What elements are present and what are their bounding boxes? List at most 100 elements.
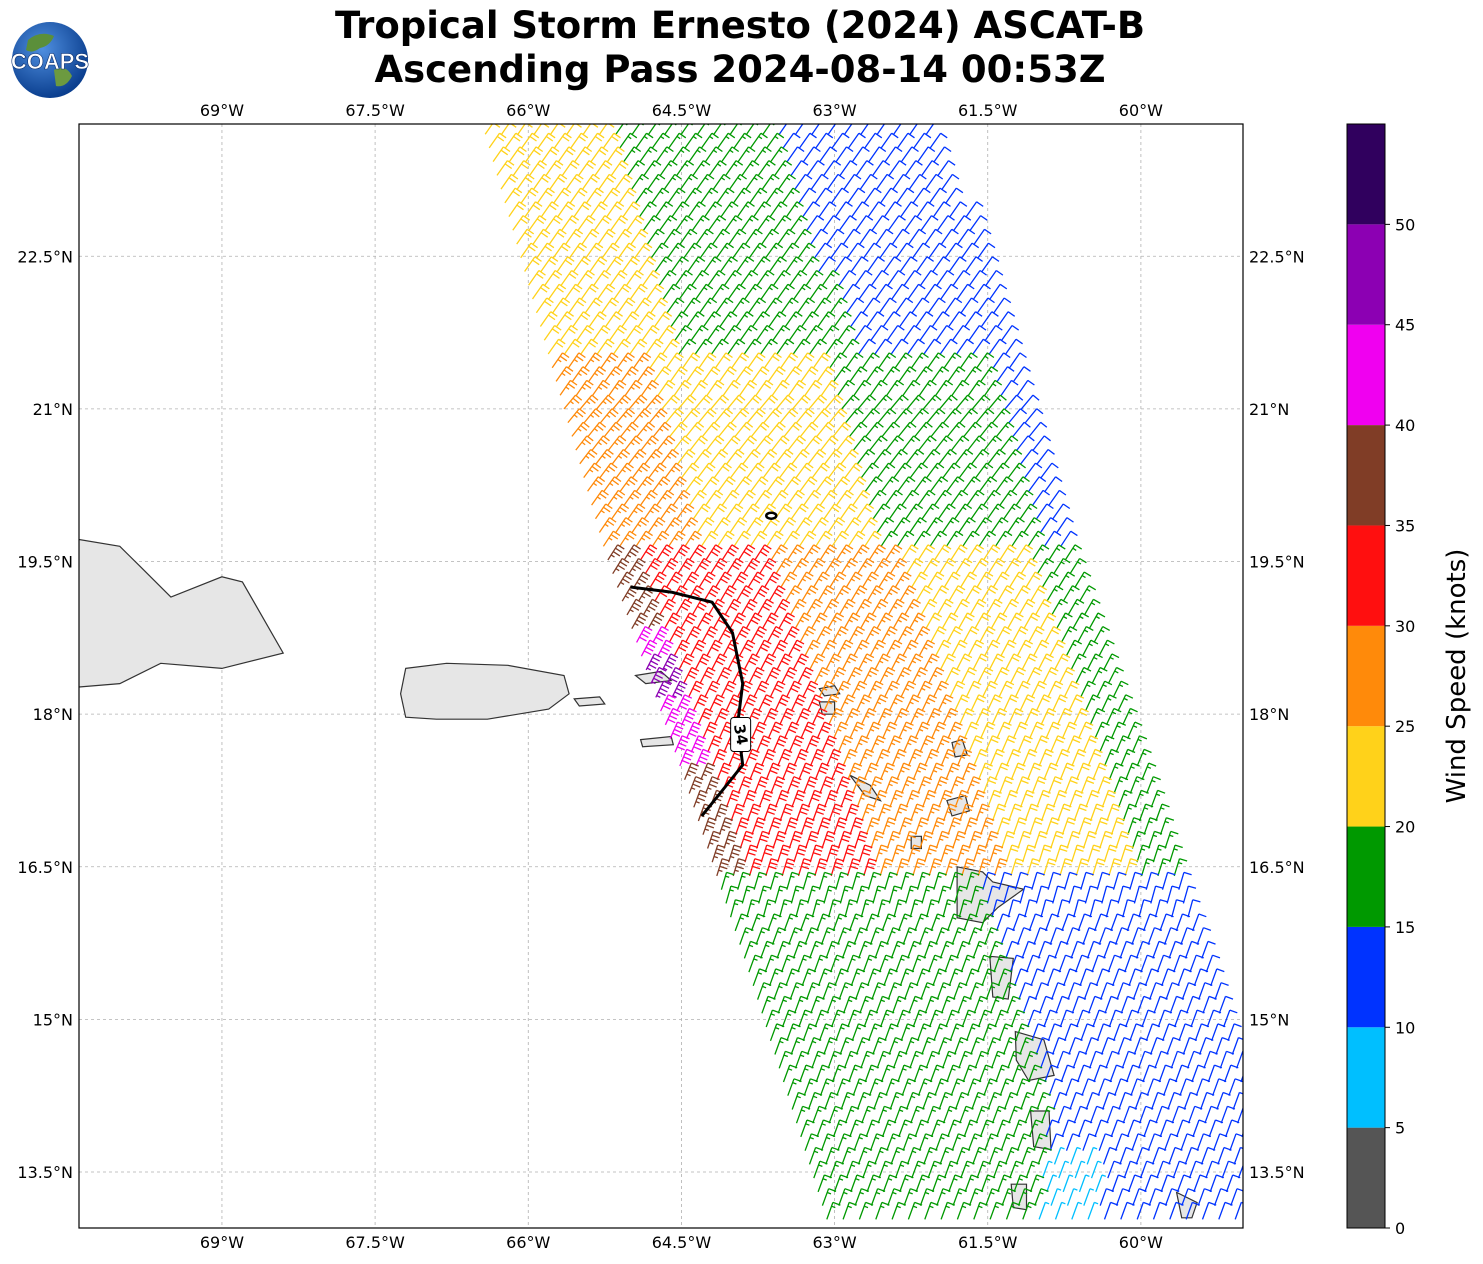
- wind-barb: [692, 503, 711, 520]
- wind-barb: [924, 228, 943, 245]
- wind-barb: [552, 297, 571, 314]
- wind-barb: [814, 858, 828, 877]
- wind-barb: [817, 1174, 833, 1193]
- wind-barb: [925, 1050, 941, 1069]
- wind-barb: [944, 858, 959, 877]
- wind-barb: [783, 421, 803, 437]
- wind-barb: [675, 215, 694, 231]
- wind-barb: [1157, 1009, 1173, 1028]
- wind-barb: [892, 517, 911, 533]
- wind-barb: [1031, 680, 1047, 698]
- wind-barb: [1173, 1009, 1189, 1028]
- wind-barb: [959, 571, 978, 588]
- wind-barb: [1046, 968, 1062, 987]
- wind-barb: [567, 408, 586, 424]
- wind-barb: [616, 408, 636, 424]
- wind-barb: [886, 1133, 901, 1151]
- wind-barb: [955, 1146, 971, 1165]
- wind-barb: [532, 228, 551, 245]
- wind-barb: [1025, 1160, 1041, 1179]
- wind-barb: [898, 366, 917, 382]
- wind-barb: [940, 283, 959, 300]
- wind-barb: [847, 530, 866, 547]
- wind-barb: [1042, 954, 1057, 973]
- wind-barb: [901, 489, 920, 506]
- wind-barb: [788, 830, 803, 849]
- st-martin-island: [818, 701, 836, 715]
- wind-barb: [1156, 1160, 1171, 1179]
- wind-barb: [802, 776, 818, 794]
- wind-barb: [540, 201, 559, 217]
- wind-barb: [848, 626, 865, 643]
- wind-barb: [567, 352, 586, 369]
- wind-barb: [803, 1078, 819, 1096]
- wind-barb: [877, 803, 892, 822]
- wind-barb: [917, 146, 936, 162]
- wind-barb: [993, 858, 1008, 877]
- wind-barb: [944, 297, 963, 314]
- wind-barb: [551, 352, 570, 369]
- wind-barb: [993, 954, 1008, 973]
- wind-barb: [960, 666, 977, 684]
- wind-barb: [900, 871, 915, 890]
- wind-barb: [697, 462, 716, 478]
- wind-barb: [1158, 1064, 1174, 1083]
- wind-barb: [696, 173, 715, 190]
- wind-barb: [799, 476, 818, 492]
- wind-barb: [762, 124, 780, 135]
- wind-barb: [941, 173, 960, 190]
- wind-barb: [896, 1009, 911, 1028]
- wind-barb: [737, 776, 753, 794]
- wind-barb: [926, 408, 946, 424]
- wind-barb: [1199, 1091, 1215, 1110]
- wind-barb: [984, 324, 1003, 341]
- wind-barb: [884, 776, 900, 794]
- wind-barb: [1016, 435, 1035, 451]
- axis-tick-labels: 69°W69°W67.5°W67.5°W66°W66°W64.5°W64.5°W…: [17, 101, 1304, 1252]
- wind-barb: [746, 803, 762, 822]
- wind-barb: [700, 187, 719, 204]
- wind-barb: [770, 776, 786, 794]
- wind-barb: [838, 1188, 853, 1206]
- wind-barb: [964, 311, 983, 327]
- wind-barb: [898, 1119, 913, 1138]
- wind-barb: [790, 503, 809, 520]
- wind-barb: [893, 899, 907, 918]
- wind-barb: [863, 187, 882, 204]
- wind-barb: [1012, 1119, 1028, 1138]
- wind-barb: [631, 124, 650, 135]
- wind-barb: [524, 201, 543, 217]
- wind-barb: [806, 598, 823, 616]
- wind-barb: [962, 530, 980, 547]
- lon-tick-label-top: 64.5°W: [652, 101, 712, 120]
- wind-barb: [585, 242, 604, 259]
- wind-barb: [954, 789, 970, 808]
- wind-barb: [1138, 899, 1152, 918]
- graticule: [79, 124, 1243, 1228]
- wind-barb: [570, 132, 589, 149]
- wind-barb: [938, 1091, 954, 1110]
- wind-barb: [685, 476, 704, 492]
- wind-barb: [697, 707, 714, 726]
- wind-barb: [713, 124, 731, 135]
- wind-barb: [854, 830, 869, 849]
- wind-barb: [906, 394, 926, 410]
- wind-barb: [881, 913, 897, 932]
- wind-barb: [776, 844, 791, 863]
- wind-barb: [594, 160, 613, 176]
- wind-barb: [1103, 653, 1120, 671]
- wind-barb: [961, 762, 977, 781]
- wind-barb: [842, 995, 858, 1014]
- wind-barb: [819, 146, 838, 162]
- wind-barb: [1069, 1091, 1084, 1110]
- wind-barb: [795, 1105, 811, 1124]
- wind-barb: [843, 1050, 859, 1069]
- wind-barb: [883, 968, 898, 987]
- wind-barb: [948, 1174, 963, 1193]
- wind-barb: [908, 995, 923, 1014]
- wind-barb: [788, 735, 805, 753]
- wind-barb: [805, 982, 821, 1000]
- wind-barb: [615, 517, 633, 533]
- wind-barb: [1040, 803, 1056, 822]
